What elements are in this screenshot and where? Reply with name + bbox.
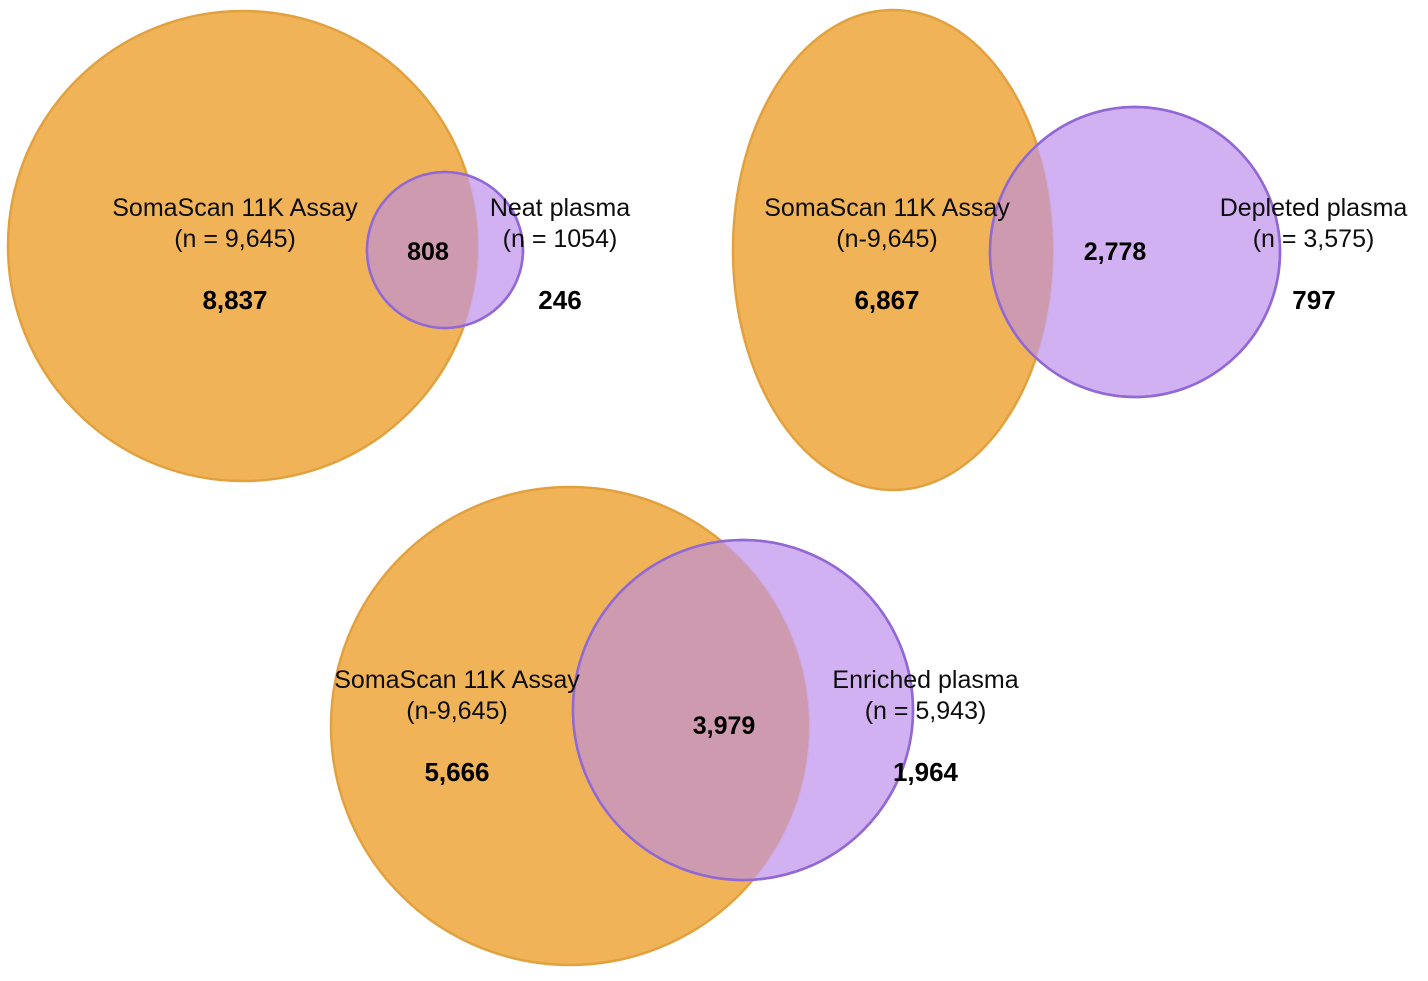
set-a-count-panel1: 8,837 (202, 285, 268, 315)
set-a-label-panel1: SomaScan 11K Assay (n = 9,645) (60, 193, 410, 255)
set-b-label-panel1: Neat plasma (n = 1054) (450, 193, 670, 255)
set-b-size-panel1: (n = 1054) (502, 225, 618, 253)
set-b-size-panel3: (n = 5,943) (864, 697, 987, 725)
intersection-region-panel3 (573, 540, 809, 880)
set-a-size-panel2: (n-9,645) (836, 225, 938, 253)
intersection-count-panel2: 2,778 (1083, 238, 1147, 266)
set-a-size-panel1: (n = 9,645) (174, 225, 296, 253)
set-b-count-panel1: 246 (538, 285, 582, 315)
set-a-name-panel3: SomaScan 11K Assay (334, 666, 580, 694)
set-b-label-panel3: Enriched plasma (n = 5,943) (818, 665, 1033, 727)
intersection-region-panel1 (367, 172, 478, 328)
set-a-size-panel3: (n-9,645) (406, 697, 508, 725)
set-b-name-panel1: Neat plasma (489, 194, 631, 222)
set-b-count-panel3: 1,964 (892, 757, 959, 787)
intersection-count-panel1: 808 (407, 238, 449, 266)
set-b-outline-panel2 (988, 105, 1282, 399)
set-b-label-panel2: Depleted plasma (n = 3,575) (1206, 193, 1421, 255)
set-b-name-panel2: Depleted plasma (1219, 194, 1408, 222)
set-a-name-panel1: SomaScan 11K Assay (112, 194, 358, 222)
set-a-label-panel3: SomaScan 11K Assay (n-9,645) (282, 665, 632, 727)
set-a-label-panel2: SomaScan 11K Assay (n-9,645) (712, 193, 1062, 255)
set-b-count-panel2: 797 (1292, 285, 1336, 315)
set-b-name-panel3: Enriched plasma (832, 666, 1019, 694)
venn-panel-neat-plasma (6, 9, 525, 483)
set-b-size-panel2: (n = 3,575) (1252, 225, 1375, 253)
set-a-count-panel3: 5,666 (424, 757, 490, 787)
set-a-count-panel2: 6,867 (854, 285, 920, 315)
set-b-outline-panel1 (365, 170, 525, 330)
set-b-outline-panel3 (571, 538, 915, 882)
venn-panel-depleted-plasma (731, 8, 1282, 492)
set-a-name-panel2: SomaScan 11K Assay (764, 194, 1010, 222)
venn-panel-enriched-plasma (329, 485, 915, 967)
intersection-count-panel3: 3,979 (692, 712, 756, 740)
